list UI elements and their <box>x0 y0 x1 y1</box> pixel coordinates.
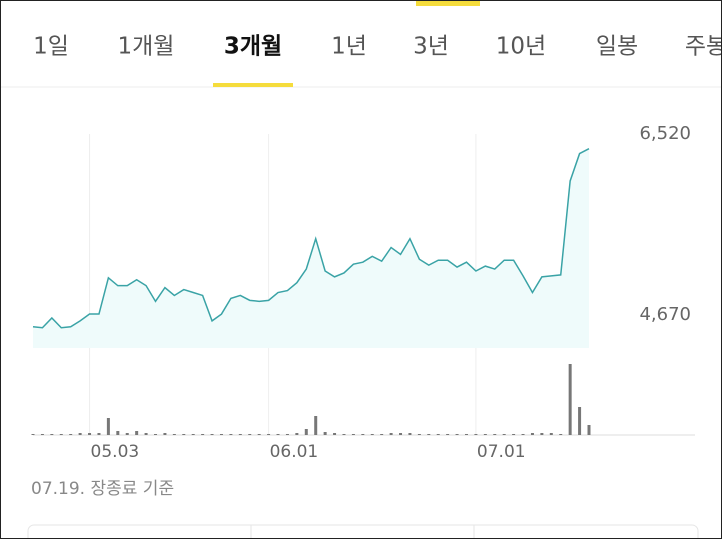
volume-bar <box>191 434 195 435</box>
footnote: 07.19. 장종료 기준 <box>31 479 174 499</box>
volume-bar <box>154 434 158 435</box>
volume-bar <box>351 434 355 435</box>
tab[interactable]: 10년 <box>496 34 546 60</box>
x-tick-label: 06.01 <box>270 442 319 462</box>
volume-bar <box>399 433 403 435</box>
price-line <box>32 148 590 329</box>
tab[interactable]: 일봉 <box>596 34 638 60</box>
y-tick-label: 6,520 <box>639 123 691 144</box>
volume-bar <box>587 425 591 435</box>
volume-bar <box>323 432 327 435</box>
volume-bar <box>578 407 582 435</box>
volume-bar <box>97 433 101 435</box>
volume-bar <box>314 416 318 435</box>
top-indicator <box>416 1 480 6</box>
volume-bar <box>59 434 63 435</box>
volume-bar <box>333 433 337 435</box>
volume-bar <box>304 429 308 435</box>
tab[interactable]: 주봉 <box>685 34 721 60</box>
volume-bar <box>464 434 468 435</box>
volume-bar <box>493 434 497 435</box>
volume-bar <box>549 433 553 435</box>
volume-bar <box>135 431 139 435</box>
volume-bar <box>540 433 544 435</box>
info-box <box>27 524 699 538</box>
x-tick-label: 07.01 <box>477 442 526 462</box>
volume-bar <box>436 434 440 435</box>
volume-bar <box>342 434 346 435</box>
volume-bar <box>78 433 82 435</box>
volume-bar <box>380 434 384 435</box>
volume-bar <box>521 434 525 435</box>
volume-bar <box>50 434 54 435</box>
volume-bar <box>568 364 572 435</box>
tab[interactable]: 1년 <box>331 34 367 60</box>
volume-bar <box>116 431 120 435</box>
volume-bar <box>40 434 44 435</box>
volume-bar <box>512 434 516 435</box>
volume-bar <box>530 433 534 435</box>
x-tick-label: 05.03 <box>91 442 140 462</box>
volume-bar <box>182 434 186 435</box>
volume-bar <box>483 434 487 435</box>
tab[interactable]: 3개월 <box>224 34 282 60</box>
volume-bar <box>276 434 280 435</box>
tab[interactable]: 1개월 <box>118 34 175 60</box>
volume-bar <box>408 433 412 435</box>
y-tick-label: 4,670 <box>639 304 691 325</box>
tab[interactable]: 1일 <box>33 34 69 60</box>
volume-bar <box>361 434 365 435</box>
volume-bar <box>295 433 299 435</box>
volume-bar <box>125 433 129 435</box>
volume-bar <box>106 418 110 435</box>
volume-bar <box>229 434 233 435</box>
volume-bar <box>144 433 148 435</box>
volume-bar <box>238 434 242 435</box>
volume-bar <box>285 434 289 435</box>
volume-bar <box>248 434 252 435</box>
volume-bar <box>69 434 73 435</box>
volume-bar <box>210 434 214 435</box>
volume-bar <box>389 433 393 435</box>
volume-bar <box>417 434 421 435</box>
volume-bar <box>219 434 223 435</box>
volume-bar <box>88 433 92 435</box>
price-area <box>33 148 589 348</box>
volume-bar <box>455 434 459 435</box>
volume-bar <box>267 434 271 435</box>
volume-bar <box>427 434 431 435</box>
volume-bar <box>474 434 478 435</box>
volume-bar <box>257 434 261 435</box>
volume-bar <box>446 434 450 435</box>
volume-bar <box>502 434 506 435</box>
volume-bar <box>559 434 563 435</box>
tab-underline <box>213 83 293 87</box>
volume-bar <box>201 434 205 435</box>
volume-bar <box>31 434 35 435</box>
tab[interactable]: 3년 <box>413 34 449 60</box>
volume-bar <box>370 434 374 435</box>
volume-bar <box>163 433 167 435</box>
volume-bar <box>172 434 176 435</box>
